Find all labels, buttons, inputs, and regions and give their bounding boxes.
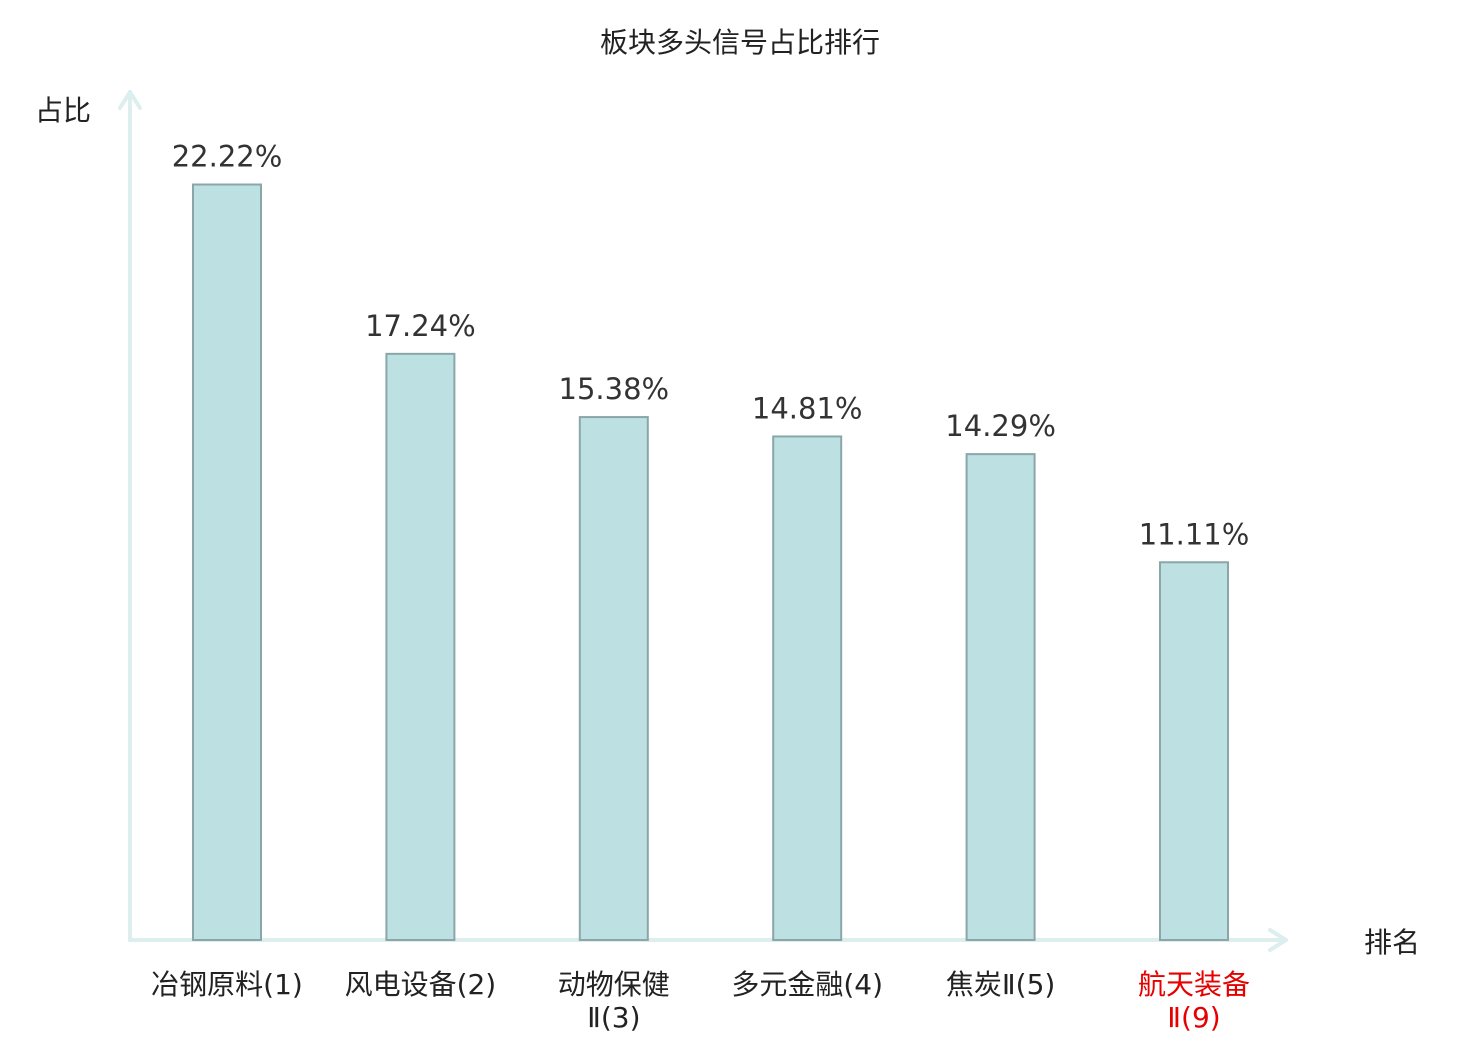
- category-label: Ⅱ(9): [1167, 1001, 1220, 1034]
- category-label: 风电设备(2): [345, 968, 497, 1001]
- bar: [1159, 561, 1229, 941]
- axes: [118, 90, 1288, 952]
- value-label: 14.29%: [945, 409, 1056, 443]
- value-label: 14.81%: [752, 391, 863, 425]
- category-label: 冶钢原料(1): [151, 968, 303, 1001]
- value-labels-layer: 22.22% 17.24% 15.38% 14.81% 14.29% 11.11%: [172, 140, 1250, 552]
- value-label: 15.38%: [559, 372, 670, 406]
- value-label: 22.22%: [172, 140, 283, 174]
- bar: [772, 435, 843, 941]
- category-label: 多元金融(4): [731, 968, 883, 1001]
- value-label: 11.11%: [1139, 517, 1250, 551]
- x-axis-arrow: [1268, 928, 1288, 952]
- value-label: 17.24%: [365, 309, 476, 343]
- category-label: 动物保健: [558, 968, 670, 1001]
- bar: [578, 416, 649, 941]
- bars-layer: [192, 183, 1229, 941]
- bar: [192, 183, 262, 941]
- category-label: 航天装备: [1138, 968, 1250, 1001]
- x-axis-label: 排名: [1364, 926, 1420, 959]
- bar: [965, 453, 1036, 941]
- chart-title: 板块多头信号占比排行: [600, 26, 880, 59]
- y-axis-arrow: [118, 90, 142, 110]
- y-axis-label: 占比: [35, 94, 91, 127]
- category-label: Ⅱ(3): [587, 1001, 640, 1034]
- category-label: 焦炭Ⅱ(5): [946, 968, 1055, 1001]
- bar: [385, 352, 456, 941]
